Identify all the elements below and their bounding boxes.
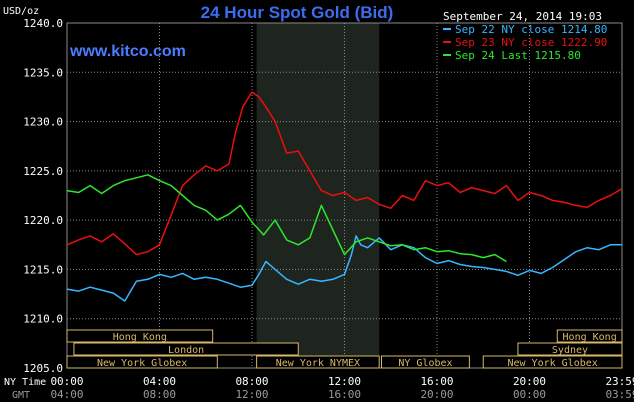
series-line-1: [66, 235, 622, 302]
y-tick-label: 1230.0: [23, 116, 63, 129]
x-tick-label-ny: 00:00: [50, 375, 83, 388]
legend: September 24, 2014 19:03 Sep 22 NY close…: [443, 10, 607, 62]
x-tick-label-ny: 20:00: [513, 375, 546, 388]
x-tick-label-ny: 12:00: [328, 375, 361, 388]
series-line-3: [66, 174, 507, 263]
x-axis-gmt-label: GMT: [12, 390, 30, 401]
session-label: New York NYMEX: [276, 358, 360, 369]
x-tick-label-ny: 04:00: [143, 375, 176, 388]
x-tick-label-gmt: 08:00: [143, 388, 176, 401]
x-tick-label-ny: 16:00: [420, 375, 453, 388]
legend-entry: Sep 23 NY close 1222.90: [455, 36, 607, 49]
y-tick-label: 1210.0: [23, 313, 63, 326]
x-tick-label-gmt: 16:00: [328, 388, 361, 401]
y-tick-label: 1235.0: [23, 66, 63, 79]
session-bar: [517, 342, 623, 356]
x-tick-label-gmt: 04:00: [50, 388, 83, 401]
y-tick-label: 1220.0: [23, 214, 63, 227]
series-line-2: [66, 91, 623, 256]
y-tick-label: 1240.0: [23, 17, 63, 30]
legend-entry: Sep 22 NY close 1214.80: [455, 23, 607, 36]
y-axis-unit-label: USD/oz: [3, 6, 39, 17]
session-label: London: [168, 345, 204, 356]
chart-title: 24 Hour Spot Gold (Bid): [201, 3, 394, 22]
session-label: Hong Kong: [113, 332, 167, 343]
x-tick-label-gmt: 20:00: [420, 388, 453, 401]
x-tick-label-ny: 08:00: [235, 375, 268, 388]
session-label: New York Globex: [507, 358, 597, 369]
session-label: New York Globex: [97, 358, 187, 369]
session-bar: [73, 342, 299, 356]
session-label: NY Globex: [398, 358, 452, 369]
session-label: Hong Kong: [563, 332, 617, 343]
watermark-text: www.kitco.com: [69, 43, 186, 60]
y-tick-label: 1205.0: [23, 362, 63, 375]
y-axis-tick-labels: 1240.0 1235.0 1230.0 1225.0 1220.0 1215.0 1210…: [23, 17, 63, 375]
legend-timestamp: September 24, 2014 19:03: [443, 10, 602, 23]
legend-entry: Sep 24 Last 1215.80: [455, 49, 581, 62]
nymex-session-shade: [256, 23, 380, 368]
y-tick-label: 1215.0: [23, 263, 63, 276]
session-bar: [256, 355, 380, 369]
series-lines: [66, 91, 623, 302]
session-bar: [482, 355, 623, 369]
session-bar: [66, 329, 214, 343]
x-axis-tick-labels: NY TimeGMT00:0004:0004:0008:0008:0012:00…: [4, 375, 634, 401]
session-bar: [381, 355, 470, 369]
y-tick-label: 1225.0: [23, 165, 63, 178]
x-axis-ny-label: NY Time: [4, 377, 46, 388]
x-tick-label-gmt: 03:59: [605, 388, 634, 401]
session-label: Sydney: [552, 345, 588, 356]
x-tick-label-gmt: 00:00: [513, 388, 546, 401]
session-bar: [66, 355, 218, 369]
x-tick-label-gmt: 12:00: [235, 388, 268, 401]
x-tick-label-ny: 23:59: [605, 375, 634, 388]
session-bar: [556, 329, 623, 343]
